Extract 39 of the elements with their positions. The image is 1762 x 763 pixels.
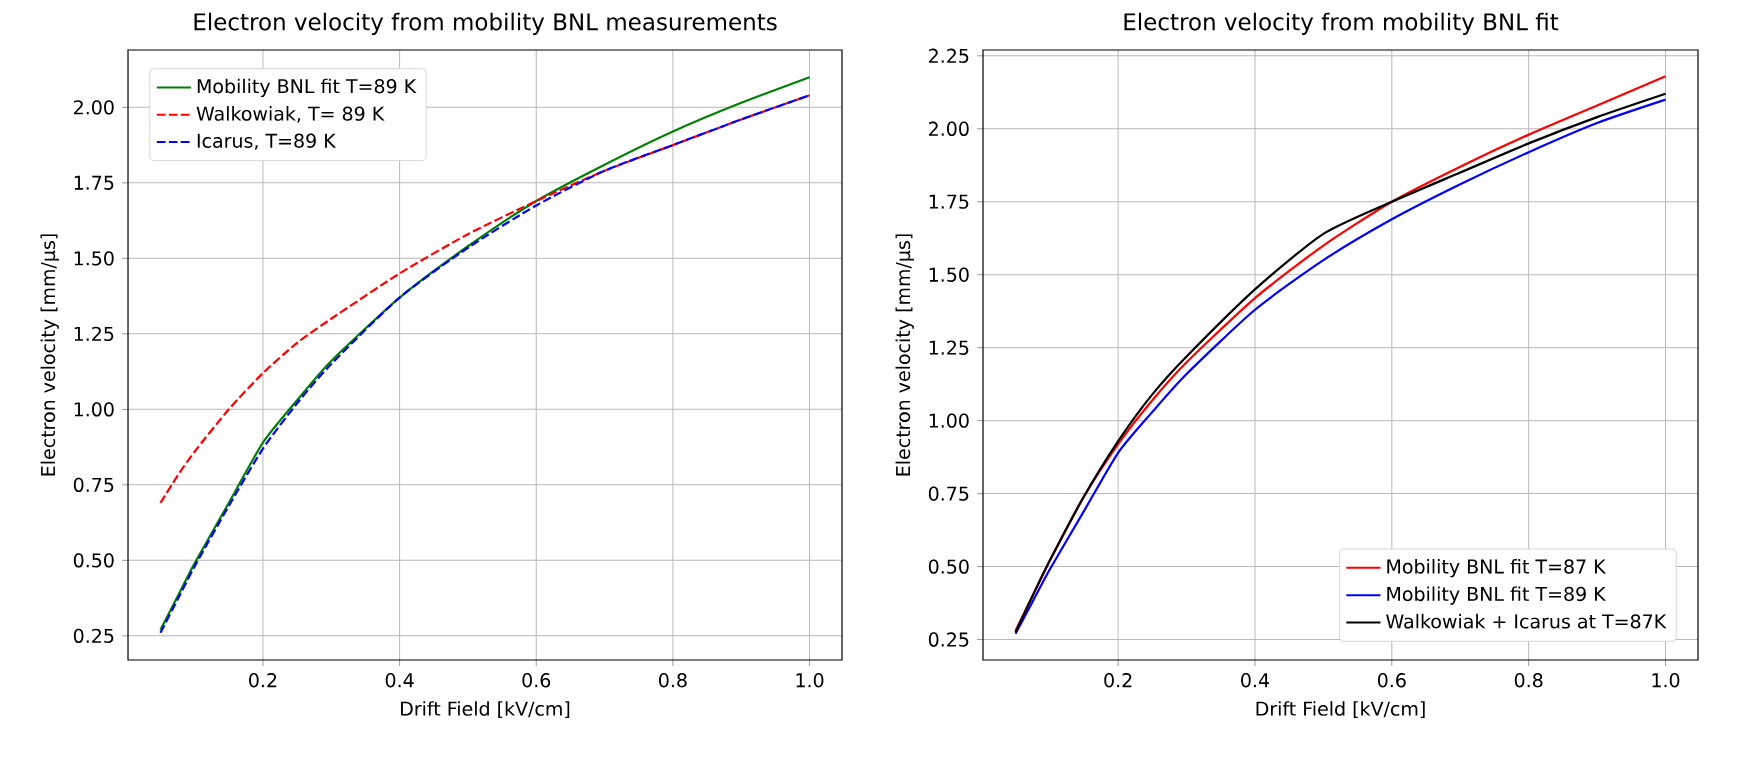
y-tick-label: 0.50 xyxy=(928,559,969,574)
legend-label: Icarus, T=89 K xyxy=(197,133,337,150)
y-tick-label: 0.25 xyxy=(928,632,969,647)
y-tick-label: 1.00 xyxy=(74,402,114,417)
y-tick-label: 1.00 xyxy=(929,413,969,428)
legend-label: Mobility BNL fit T=87 K xyxy=(1387,558,1607,578)
legend-label: Walkowiak, T= 89 K xyxy=(196,106,385,123)
x-tick-label: 0.4 xyxy=(1241,673,1270,688)
y-axis-title: Electron velocity [mm/μs] xyxy=(895,234,914,476)
y-tick-label: 1.25 xyxy=(74,326,114,342)
y-tick-label: 1.50 xyxy=(929,267,969,282)
x-axis-title: Drift Field [kV/cm] xyxy=(1256,701,1425,719)
y-axis-title: Electron velocity [mm/μs] xyxy=(40,234,59,476)
x-tick-label: 0.2 xyxy=(249,673,277,688)
x-axis-title: Drift Field [kV/cm] xyxy=(401,701,570,719)
x-tick-label: 0.2 xyxy=(1104,673,1132,688)
chart-title: Electron velocity from mobility BNL measurements xyxy=(194,12,777,35)
y-tick-label: 0.50 xyxy=(73,553,114,568)
x-tick-label: 0.6 xyxy=(1377,673,1406,688)
y-tick-label: 0.25 xyxy=(73,628,114,644)
x-tick-label: 1.0 xyxy=(796,673,824,688)
y-tick-label: 1.75 xyxy=(74,175,114,190)
y-tick-label: 2.00 xyxy=(929,121,969,136)
legend-label: Mobility BNL fit T=89 K xyxy=(1387,586,1607,605)
y-tick-label: 0.75 xyxy=(73,477,114,493)
x-tick-label: 0.8 xyxy=(1514,673,1543,688)
y-tick-label: 0.75 xyxy=(928,486,969,501)
y-tick-label: 1.75 xyxy=(929,194,969,209)
y-tick-label: 1.25 xyxy=(929,340,969,355)
x-tick-label: 0.6 xyxy=(522,673,551,688)
x-tick-label: 0.4 xyxy=(385,673,414,688)
legend-label: Mobility BNL fit T=89 K xyxy=(197,78,417,98)
legend-label: Walkowiak + Icarus at T=87K xyxy=(1386,613,1667,629)
y-tick-label: 2.00 xyxy=(74,100,114,115)
x-tick-label: 1.0 xyxy=(1652,673,1680,688)
y-tick-label: 2.25 xyxy=(929,48,969,64)
chart-title: Electron velocity from mobility BNL fit xyxy=(1124,12,1559,35)
y-tick-label: 1.50 xyxy=(74,251,114,266)
x-tick-label: 0.8 xyxy=(659,673,687,688)
